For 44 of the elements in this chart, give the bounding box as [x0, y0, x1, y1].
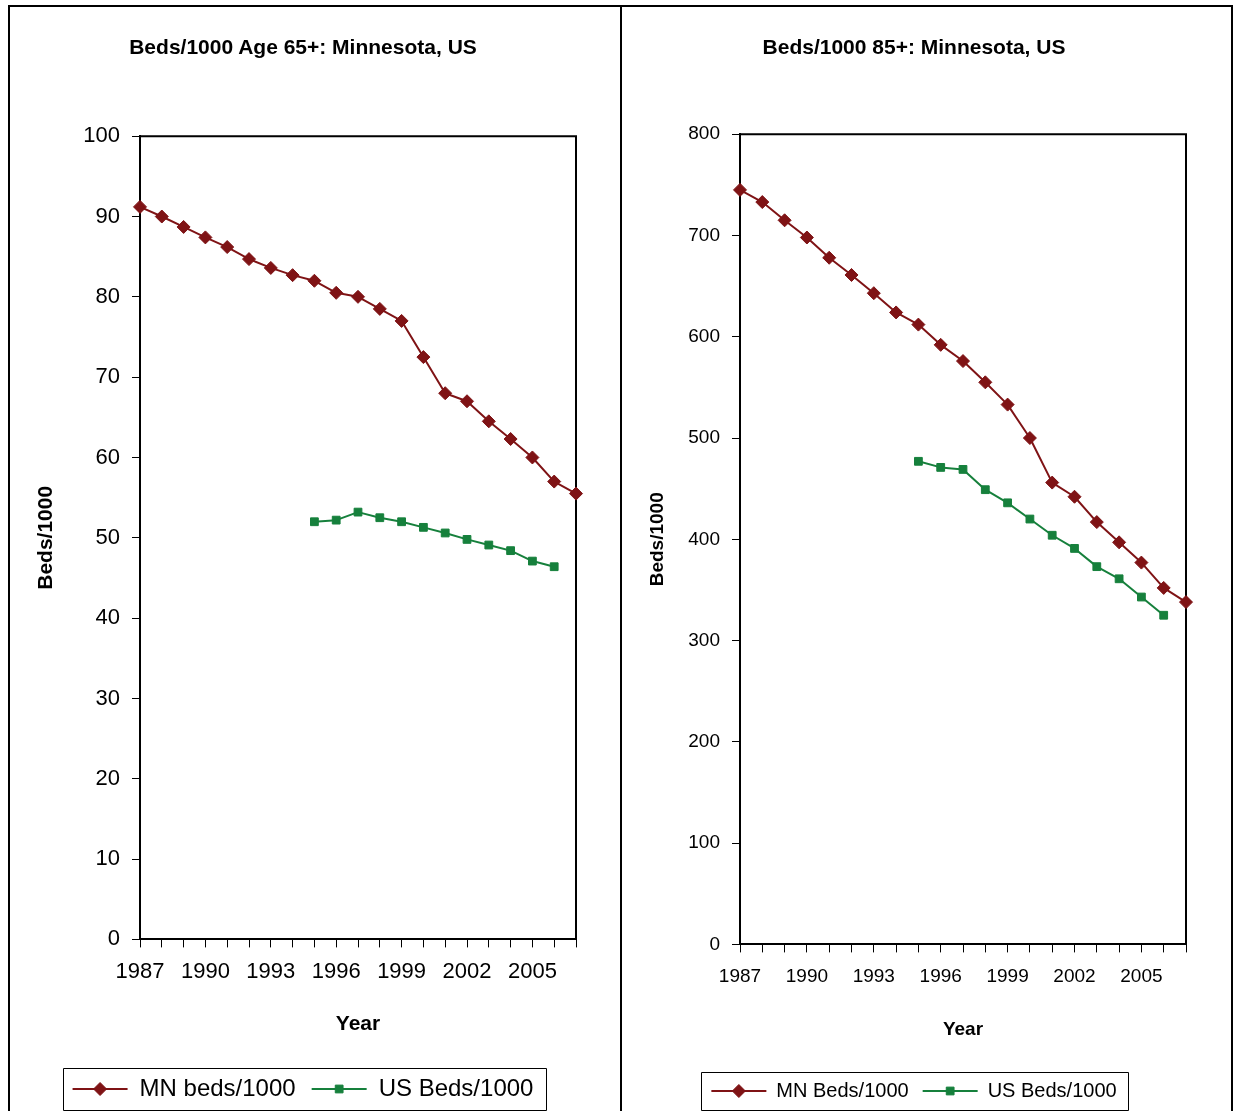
- x-tick-label: 1987: [718, 965, 762, 987]
- x-tick-label: 2005: [1120, 965, 1163, 987]
- y-tick-label: 0: [107, 925, 120, 951]
- y-tick-label: 30: [95, 684, 120, 710]
- chart-title: Beds/1000 Age 65+: Minnesota, US: [129, 35, 477, 59]
- x-tick-label: 2005: [507, 957, 557, 983]
- y-axis-title: Beds/1000: [33, 485, 57, 590]
- x-axis-title: Year: [335, 1011, 381, 1035]
- y-tick-label: 400: [688, 527, 720, 549]
- y-tick-label: 60: [95, 443, 120, 469]
- y-tick-label: 300: [688, 628, 720, 650]
- y-tick-label: 100: [83, 122, 120, 148]
- x-tick-label: 1990: [785, 965, 829, 987]
- legend-label: US Beds/1000: [987, 1078, 1117, 1101]
- x-tick-label: 1999: [377, 957, 427, 983]
- y-tick-label: 800: [688, 122, 720, 144]
- x-tick-label: 2002: [442, 957, 492, 983]
- y-tick-label: 90: [95, 202, 120, 228]
- y-tick-label: 600: [688, 324, 720, 346]
- y-tick-label: 500: [688, 426, 720, 448]
- y-tick-label: 20: [95, 764, 120, 790]
- y-tick-label: 50: [95, 523, 120, 549]
- y-tick-label: 80: [95, 282, 120, 308]
- legend-label: MN Beds/1000: [776, 1078, 909, 1101]
- y-tick-label: 100: [688, 831, 720, 853]
- x-tick-label: 1996: [919, 965, 962, 987]
- chart-title: Beds/1000 85+: Minnesota, US: [762, 35, 1066, 59]
- y-tick-label: 700: [688, 223, 720, 245]
- x-tick-label: 1999: [986, 965, 1029, 987]
- y-tick-label: 0: [709, 932, 720, 954]
- legend-label: US Beds/1000: [378, 1073, 534, 1101]
- x-tick-label: 1987: [115, 957, 165, 983]
- y-axis-title: Beds/1000: [645, 492, 667, 587]
- x-tick-label: 1996: [311, 957, 361, 983]
- y-tick-label: 10: [95, 845, 120, 871]
- legend-label: MN beds/1000: [139, 1073, 296, 1101]
- y-tick-label: 40: [95, 604, 120, 630]
- x-tick-label: 1993: [246, 957, 296, 983]
- x-axis-title: Year: [942, 1017, 984, 1039]
- x-tick-label: 1990: [180, 957, 230, 983]
- x-tick-label: 1993: [852, 965, 895, 987]
- y-tick-label: 70: [95, 363, 120, 389]
- y-tick-label: 200: [688, 730, 720, 752]
- x-tick-label: 2002: [1053, 965, 1096, 987]
